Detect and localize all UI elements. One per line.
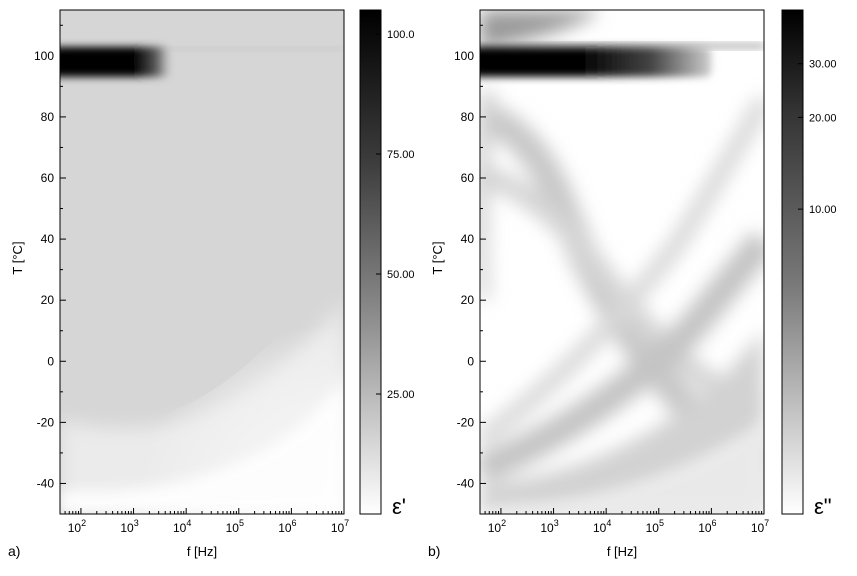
x-tick-label-a-0: 102: [68, 518, 86, 535]
heatmap-a-white-corner: [60, 380, 344, 514]
colorbar-tick-label-a-3: 25.00: [387, 389, 415, 401]
x-tick-exp-a-1: 3: [134, 518, 139, 528]
y-tick-label-b-0: 100: [454, 49, 474, 63]
x-tick-exp-b-5: 7: [764, 518, 769, 528]
x-tick-exp-a-2: 4: [186, 518, 191, 528]
heatmap-b: [480, 10, 764, 514]
x-tick-exp-b-1: 3: [554, 518, 559, 528]
y-tick-label-a-4: 20: [41, 293, 55, 307]
y-tick-label-b-4: 20: [461, 293, 475, 307]
y-tick-label-b-1: 80: [461, 110, 475, 124]
heatmap-b-upper-trace: [480, 43, 764, 49]
colorbar-tick-label-b-1: 20.00: [809, 112, 837, 124]
heatmap-b-peak-band: [480, 46, 712, 77]
ylabel-b: T [°C]: [430, 241, 445, 274]
axes-a-ticks: 102 103 104 105 106 107 100 80 60 40 20 0 -20 -40: [34, 24, 349, 535]
xlabel-a: f [Hz]: [187, 544, 217, 559]
panel-label-b: b): [428, 543, 440, 559]
x-tick-label-b-3: 105: [646, 518, 664, 535]
x-tick-exp-b-4: 6: [712, 518, 717, 528]
x-tick-label-a-4: 106: [278, 518, 296, 535]
y-tick-label-a-0: 100: [34, 49, 54, 63]
y-tick-label-b-3: 40: [461, 232, 475, 246]
heatmap-a: [60, 10, 344, 514]
x-tick-exp-b-3: 5: [659, 518, 664, 528]
colorbar-tick-label-a-1: 75.00: [387, 149, 415, 161]
colorbar-a-label: ε': [392, 494, 406, 519]
colorbar-tick-label-b-2: 10.00: [809, 204, 837, 216]
x-tick-exp-a-5: 7: [344, 518, 349, 528]
y-tick-label-a-3: 40: [41, 232, 55, 246]
x-tick-label-b-0: 102: [488, 518, 506, 535]
x-tick-exp-b-2: 4: [606, 518, 611, 528]
x-tick-exp-a-3: 5: [239, 518, 244, 528]
colorbar-b: [781, 9, 804, 515]
panel-label-a: a): [8, 543, 20, 559]
y-tick-label-b-6: -20: [457, 415, 475, 429]
colorbar-a: [359, 9, 382, 515]
colorbar-b-label: ε": [814, 494, 832, 519]
heatmap-b-ridge-3: [480, 95, 764, 448]
ylabel-a: T [°C]: [10, 241, 25, 274]
colorbar-b-ticks: 30.00 20.00 10.00: [798, 59, 837, 216]
colorbar-tick-label-a-0: 100.0: [387, 29, 415, 41]
y-tick-label-a-2: 60: [41, 171, 55, 185]
x-tick-label-a-1: 103: [120, 518, 138, 535]
y-tick-label-a-7: -40: [37, 476, 55, 490]
heatmap-b-left-edge: [480, 90, 495, 300]
x-tick-label-a-3: 105: [226, 518, 244, 535]
x-tick-label-b-2: 104: [593, 518, 611, 535]
x-tick-exp-a-0: 2: [81, 518, 86, 528]
colorbar-a-ticks: 100.0 75.00 50.00 25.00: [376, 29, 415, 401]
x-tick-label-a-2: 104: [173, 518, 191, 535]
colorbar-tick-label-b-0: 30.00: [809, 59, 837, 71]
y-tick-label-a-6: -20: [37, 415, 55, 429]
y-tick-label-a-5: 0: [47, 354, 54, 368]
y-tick-label-b-2: 60: [461, 171, 475, 185]
colorbar-tick-label-a-2: 50.00: [387, 269, 415, 281]
y-tick-label-a-1: 80: [41, 110, 55, 124]
x-tick-exp-a-4: 6: [292, 518, 297, 528]
heatmap-b-top-shade: [480, 10, 600, 50]
x-tick-label-a-5: 107: [331, 518, 349, 535]
heatmap-b-fade: [480, 420, 764, 514]
y-tick-label-b-5: 0: [467, 354, 474, 368]
x-tick-exp-b-0: 2: [501, 518, 506, 528]
x-tick-label-b-5: 107: [751, 518, 769, 535]
heatmap-a-upper-trace: [60, 47, 344, 51]
y-tick-label-b-7: -40: [457, 476, 475, 490]
heatmap-a-peak-band: [60, 46, 171, 77]
x-tick-label-b-1: 103: [540, 518, 558, 535]
x-tick-label-b-4: 106: [698, 518, 716, 535]
xlabel-b: f [Hz]: [607, 544, 637, 559]
heatmap-b-ridge-4: [480, 230, 764, 484]
